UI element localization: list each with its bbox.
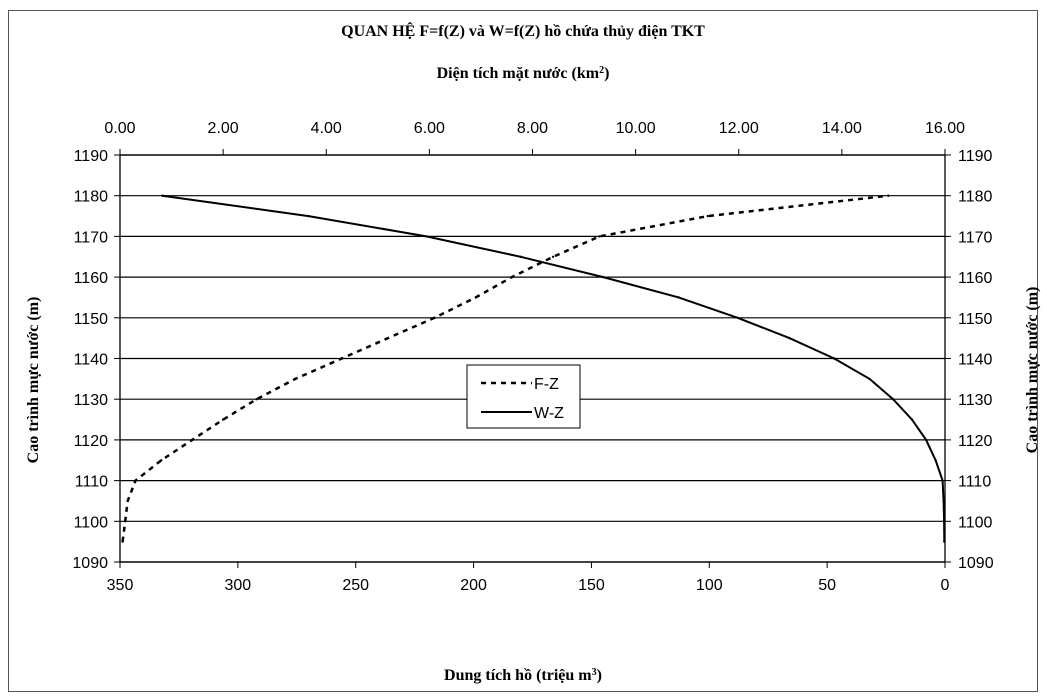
legend-label-f-z: F-Z (534, 376, 559, 393)
point-f-z-3 (134, 479, 137, 482)
y-tick-label-right-1150: 1150 (958, 311, 993, 328)
point-w-z-2 (942, 499, 945, 503)
x-tick-label-top-8.00: 8.00 (517, 120, 548, 137)
point-w-z-15 (425, 235, 428, 238)
x-tick-label-top-4.00: 4.00 (311, 120, 342, 137)
legend: F-Z W-Z (466, 364, 581, 429)
y-tick-label-right-1180: 1180 (958, 189, 993, 206)
point-w-z-5 (924, 438, 928, 442)
x-tick-label-top-16.00: 16.00 (925, 120, 965, 137)
point-w-z-13 (602, 275, 605, 279)
point-w-z-12 (677, 296, 680, 299)
y-tick-label-right-1190: 1190 (958, 148, 993, 165)
y-tick-label-left-1110: 1110 (75, 474, 108, 491)
y-tick-label-left-1140: 1140 (74, 352, 109, 369)
point-w-z-1 (942, 520, 946, 523)
point-f-z-7 (255, 398, 258, 401)
bottom-axis-title-suffix: ) (597, 667, 602, 684)
x-tick-label-bottom-150: 150 (578, 577, 605, 594)
point-w-z-9 (833, 357, 836, 360)
y-tick-label-right-1160: 1160 (958, 270, 993, 287)
x-tick-label-bottom-0: 0 (941, 577, 950, 594)
y-tick-label-left-1180: 1180 (74, 189, 109, 206)
y-tick-label-right-1140: 1140 (958, 352, 993, 369)
y-tick-label-left-1190: 1190 (74, 148, 109, 165)
x-tick-label-top-2.00: 2.00 (208, 120, 239, 137)
point-w-z-8 (868, 377, 871, 381)
x-tick-label-bottom-100: 100 (696, 577, 723, 594)
point-f-z-2 (126, 499, 129, 503)
point-f-z-15 (598, 235, 601, 238)
top-axis-title-suffix: ) (604, 65, 609, 82)
series-line-w-z (162, 194, 946, 542)
axis-tick-labels: 1090 1090 1100 1100 1110 1110 1120 1120 1130 1130… (72, 120, 993, 594)
point-w-z-17 (161, 194, 164, 197)
axis-ticks (114, 149, 951, 568)
point-f-z-8 (294, 377, 297, 381)
left-axis-title: Cao trình mực nước (m) (25, 297, 42, 464)
x-tick-label-bottom-50: 50 (818, 577, 836, 594)
point-w-z-7 (891, 398, 895, 401)
chart-title: QUAN HỆ F=f(Z) và W=f(Z) hồ chứa thủy đi… (341, 22, 705, 40)
point-f-z-14 (551, 255, 555, 258)
point-f-z-13 (510, 275, 514, 279)
point-w-z-10 (788, 336, 791, 340)
point-w-z-11 (736, 316, 739, 319)
y-tick-label-left-1150: 1150 (74, 311, 109, 328)
point-f-z-17 (887, 194, 890, 197)
series-lines (121, 194, 946, 543)
y-tick-label-right-1100: 1100 (958, 514, 993, 531)
point-f-z-11 (433, 316, 436, 319)
x-tick-label-bottom-350: 350 (107, 577, 134, 594)
point-f-z-9 (340, 357, 343, 360)
y-tick-label-left-1100: 1100 (74, 514, 109, 531)
y-tick-label-right-1130: 1130 (958, 392, 993, 409)
y-tick-label-left-1160: 1160 (74, 270, 109, 287)
right-axis-title: Cao trình mực nước (m) (1024, 287, 1041, 454)
gridlines (120, 154, 945, 563)
bottom-axis-title-text: Dung tích hồ (triệu m (444, 667, 592, 684)
point-f-z-5 (191, 438, 194, 442)
legend-box (466, 364, 581, 429)
top-axis-title: Diện tích mặt nước (km2) (437, 65, 610, 83)
point-f-z-10 (386, 336, 390, 340)
point-w-z-14 (519, 255, 522, 258)
point-w-z-6 (910, 418, 914, 421)
y-tick-label-left-1170: 1170 (74, 229, 109, 246)
y-tick-label-right-1090: 1090 (958, 555, 994, 572)
x-tick-label-bottom-200: 200 (460, 577, 487, 594)
x-tick-label-top-0.00: 0.00 (104, 120, 135, 137)
x-tick-label-bottom-300: 300 (225, 577, 252, 594)
y-tick-label-right-1110: 1110 (958, 474, 991, 491)
chart-frame (8, 10, 1038, 692)
x-tick-label-top-12.00: 12.00 (719, 120, 759, 137)
x-tick-label-top-6.00: 6.00 (414, 120, 445, 137)
legend-label-w-z: W-Z (534, 405, 564, 422)
x-tick-label-top-10.00: 10.00 (616, 120, 656, 137)
point-f-z-4 (160, 459, 163, 462)
point-w-z-3 (941, 479, 944, 482)
point-w-z-4 (934, 459, 937, 462)
top-axis-title-text: Diện tích mặt nước (km (437, 65, 600, 82)
point-f-z-0 (121, 540, 124, 543)
y-tick-label-left-1130: 1130 (74, 392, 109, 409)
y-tick-label-left-1120: 1120 (74, 433, 109, 450)
point-f-z-1 (124, 520, 127, 523)
y-tick-label-left-1090: 1090 (72, 555, 108, 572)
top-axis-title-sup: 2 (599, 65, 604, 76)
bottom-axis-title-sup: 3 (592, 667, 597, 678)
y-tick-label-right-1170: 1170 (958, 229, 993, 246)
y-tick-label-right-1120: 1120 (958, 433, 993, 450)
point-f-z-12 (474, 296, 477, 299)
point-w-z-0 (943, 540, 946, 543)
point-f-z-6 (221, 418, 225, 421)
bottom-axis-title: Dung tích hồ (triệu m3) (444, 667, 602, 685)
point-f-z-16 (706, 214, 709, 218)
x-tick-label-top-14.00: 14.00 (822, 120, 862, 137)
x-tick-label-bottom-250: 250 (342, 577, 369, 594)
point-w-z-16 (307, 214, 310, 218)
